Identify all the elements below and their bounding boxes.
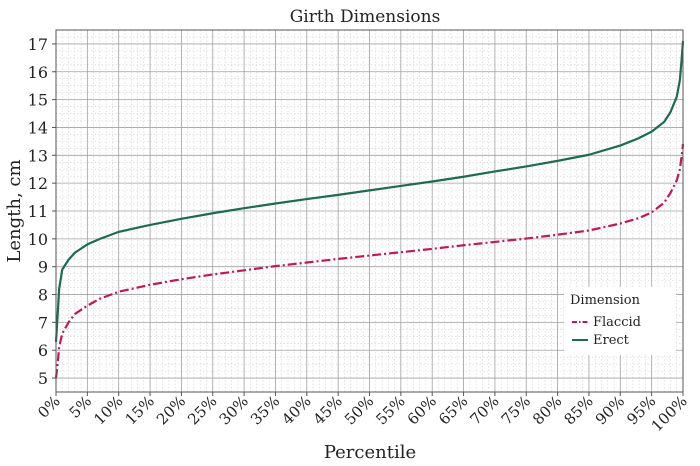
y-tick-label: 12 [28, 174, 48, 193]
legend: Dimension Flaccid Erect [564, 287, 676, 355]
series-line-flaccid [54, 144, 685, 379]
legend-label-erect: Erect [593, 333, 630, 348]
y-tick-label: 13 [28, 146, 48, 165]
y-tick-label: 6 [38, 341, 48, 360]
y-tick-label: 16 [28, 63, 48, 82]
y-axis-ticks: 5 6 7 8 9 10 11 12 13 14 15 16 17 [28, 35, 56, 388]
y-tick-label: 11 [28, 202, 48, 221]
y-tick-label: 14 [28, 118, 48, 137]
y-tick-label: 8 [38, 286, 48, 305]
legend-label-flaccid: Flaccid [593, 315, 641, 330]
y-tick-label: 7 [38, 313, 48, 332]
y-tick-label: 5 [38, 369, 48, 388]
y-tick-label: 10 [28, 230, 48, 249]
legend-title: Dimension [570, 293, 641, 308]
x-axis-label: Percentile [324, 442, 416, 463]
minor-grid [56, 29, 683, 392]
y-tick-label: 9 [38, 258, 48, 277]
chart-title: Girth Dimensions [290, 7, 441, 27]
series-group [54, 41, 685, 379]
series-line-erect [54, 41, 685, 342]
y-axis-label: Length, cm [4, 159, 25, 262]
y-tick-label: 17 [28, 35, 48, 54]
y-tick-label: 15 [28, 91, 48, 110]
